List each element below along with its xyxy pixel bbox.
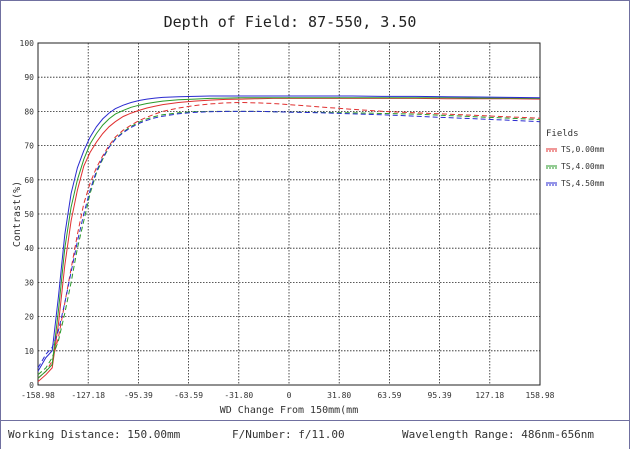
y-tick-label: 20 [24,313,34,322]
y-tick-labels: 0 10 20 30 40 50 60 70 80 90 100 [20,39,35,390]
y-tick-label: 70 [24,142,34,151]
chart-title: Depth of Field: 87-550, 3.50 [164,13,417,31]
series-line-ts-0-00mm-dashed [37,101,541,379]
x-tick-label: 158.98 [526,391,555,400]
y-tick-label: 10 [24,347,34,356]
x-tick-label: 95.39 [428,391,452,400]
x-tick-label: -158.98 [21,391,55,400]
legend-item-label: TS,4.50mm [561,179,605,188]
working-distance-label: Working Distance: 150.00mm [8,428,181,441]
x-tick-labels: -158.98 -127.18 -95.39 -63.59 -31.80 0 31.80 63… [21,391,554,400]
y-tick-label: 60 [24,176,34,185]
y-tick-label: 90 [24,73,34,82]
x-tick-label: -127.18 [71,391,105,400]
f-number-label: F/Number: f/11.00 [232,428,345,441]
legend: Fields TS,0.00mm TS,4.00mm TS,4.50mm [546,129,605,188]
y-axis-label: Contrast(%) [12,181,23,247]
x-tick-label: 31.80 [327,391,351,400]
series-line-ts-0-00mm-solid [37,97,541,382]
x-tick-label: -63.59 [174,391,203,400]
x-tick-label: 63.59 [377,391,401,400]
x-tick-label: -95.39 [124,391,153,400]
x-axis-label: WD Change From 150mm(mm [220,405,358,416]
wavelength-range-label: Wavelength Range: 486nm-656nm [402,428,594,441]
y-tick-label: 50 [24,210,34,219]
x-tick-label: 0 [287,391,292,400]
y-tick-label: 30 [24,278,34,287]
series-line-ts-4-00mm-solid [37,97,541,379]
legend-title: Fields [546,129,579,139]
grid-lines [38,43,540,385]
series-line-ts-4-00mm-dashed [37,110,541,376]
series-line-ts-4-50mm-dashed [37,110,541,369]
y-tick-label: 80 [24,107,34,116]
y-tick-label: 100 [20,39,35,48]
x-tick-label: -31.80 [224,391,253,400]
legend-item-label: TS,0.00mm [561,145,605,154]
y-tick-label: 40 [24,244,34,253]
series-line-ts-4-50mm-solid [37,95,541,372]
x-tick-label: 127.18 [475,391,504,400]
legend-item-label: TS,4.00mm [561,162,605,171]
y-tick-label: 0 [29,381,34,390]
series-layer [37,95,541,382]
